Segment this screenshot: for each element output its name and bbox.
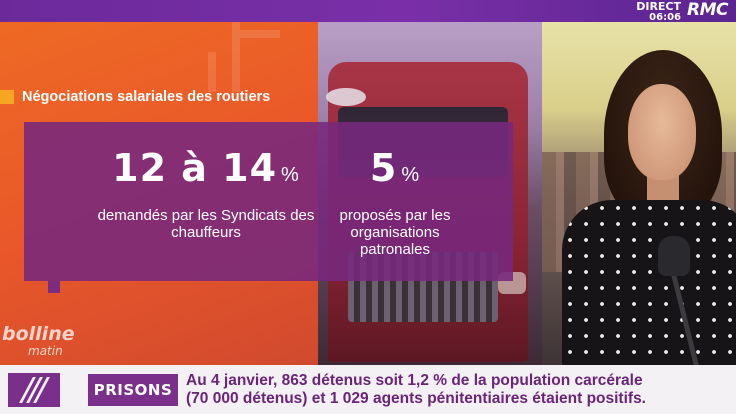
figure-proposed-unit: % xyxy=(401,164,421,186)
channel-logo: RMC xyxy=(687,0,728,20)
live-time: 06:06 xyxy=(649,12,682,23)
studio-presenter-feed xyxy=(542,22,736,365)
presenter-star-blouse xyxy=(562,200,736,365)
figure-demanded: 12 à 14% demandés par les Syndicats des … xyxy=(96,146,316,241)
top-banner xyxy=(0,0,736,22)
live-label: DIRECT xyxy=(636,0,682,13)
ticker-logo-icon xyxy=(8,373,60,407)
figure-proposed: 5% proposés par les organisations patron… xyxy=(320,146,470,258)
infographic-data-box: 12 à 14% demandés par les Syndicats des … xyxy=(24,122,513,281)
show-name: bolline xyxy=(2,323,75,345)
figure-demanded-value: 12 à 14 xyxy=(112,146,278,190)
figure-proposed-description: proposés par les organisations patronale… xyxy=(339,207,451,258)
news-ticker: PRISONS Au 4 janvier, 863 détenus soit 1… xyxy=(0,365,736,414)
figure-demanded-description: demandés par les Syndicats des chauffeur… xyxy=(97,207,315,241)
figure-proposed-value: 5 xyxy=(369,146,398,190)
microphone xyxy=(658,236,690,276)
live-indicator: DIRECT 06:06 xyxy=(636,1,681,23)
ticker-category-tag: PRISONS xyxy=(88,374,178,406)
figure-proposed-value-row: 5% xyxy=(320,146,470,197)
infographic-title: Négociations salariales des routiers xyxy=(22,89,271,105)
show-subtitle: matin xyxy=(28,344,63,358)
channel-branding: DIRECT 06:06 RMC xyxy=(636,0,728,23)
title-marker xyxy=(0,90,14,104)
ticker-headline: Au 4 janvier, 863 détenus soit 1,2 % de … xyxy=(186,372,646,407)
presenter-face xyxy=(628,84,696,180)
show-watermark: bolline matin xyxy=(2,323,75,360)
figure-demanded-unit: % xyxy=(281,164,300,186)
figure-demanded-value-row: 12 à 14% xyxy=(96,146,316,197)
truck-logo-badge xyxy=(326,88,366,106)
box-corner-marker xyxy=(48,281,60,293)
